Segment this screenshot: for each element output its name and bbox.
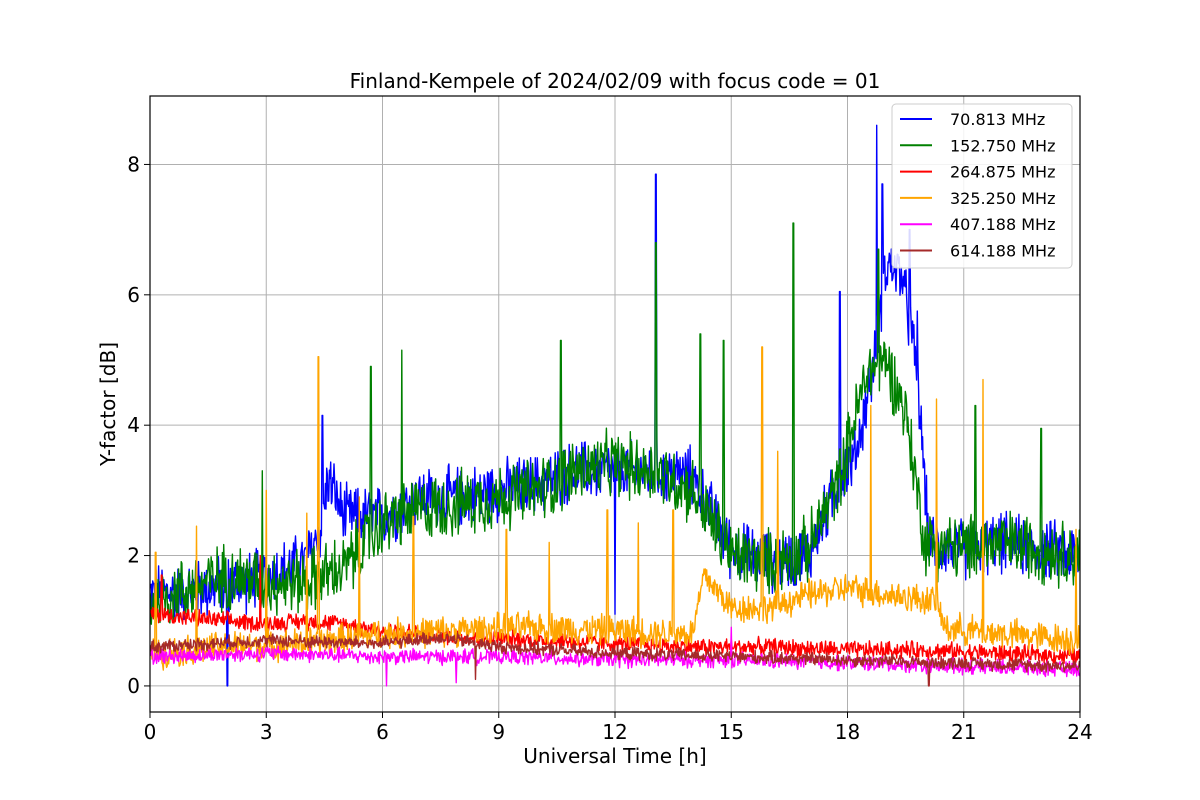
- legend-label: 614.188 MHz: [950, 242, 1055, 261]
- y-tick-label: 6: [127, 283, 140, 307]
- plot-area: [150, 124, 1080, 687]
- x-tick-label: 9: [492, 720, 505, 744]
- y-tick-label: 2: [127, 544, 140, 568]
- legend-label: 152.750 MHz: [950, 136, 1055, 155]
- legend-label: 264.875 MHz: [950, 163, 1055, 182]
- x-tick-label: 24: [1067, 720, 1092, 744]
- y-tick-label: 0: [127, 674, 140, 698]
- x-tick-label: 18: [835, 720, 860, 744]
- y-tick-label: 8: [127, 152, 140, 176]
- x-tick-label: 3: [260, 720, 273, 744]
- series-line: [150, 124, 1080, 687]
- legend-label: 70.813 MHz: [950, 110, 1045, 129]
- x-tick-label: 15: [719, 720, 744, 744]
- x-tick-label: 12: [602, 720, 627, 744]
- legend-box: [891, 103, 1073, 269]
- x-tick-label: 6: [376, 720, 389, 744]
- x-tick-label: 0: [144, 720, 157, 744]
- chart-title: Finland-Kempele of 2024/02/09 with focus…: [350, 69, 881, 93]
- x-tick-label: 21: [951, 720, 976, 744]
- legend-label: 325.250 MHz: [950, 189, 1055, 208]
- legend-label: 407.188 MHz: [950, 215, 1055, 234]
- series-line: [150, 554, 1080, 666]
- y-tick-label: 4: [127, 413, 140, 437]
- x-axis-label: Universal Time [h]: [523, 744, 706, 768]
- series-line: [150, 631, 1080, 687]
- x-axis: 0 3 6 9 12 15 18 21 24: [144, 712, 1093, 744]
- y-axis: 0 2 4 6 8: [127, 152, 150, 698]
- legend: 70.813 MHz 152.750 MHz 264.875 MHz 325.250 …: [891, 103, 1073, 269]
- y-axis-label: Y-factor [dB]: [96, 342, 120, 467]
- series-line: [150, 222, 1080, 625]
